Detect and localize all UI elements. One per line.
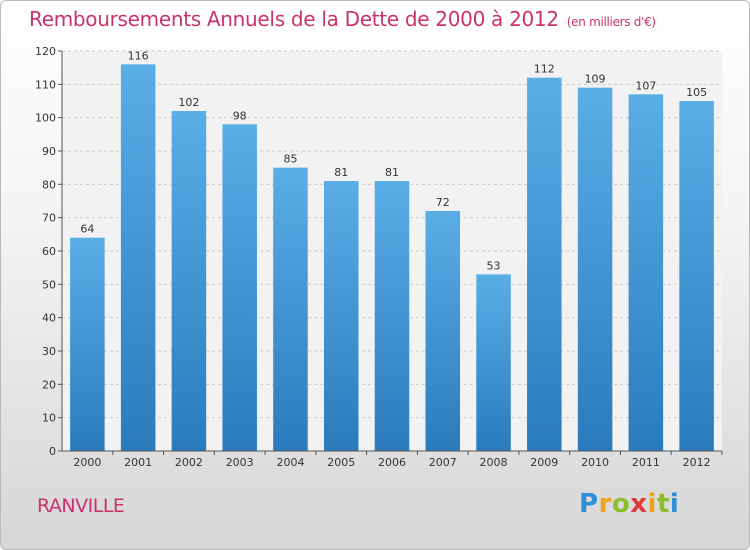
bar xyxy=(374,181,410,451)
bar xyxy=(70,237,105,451)
y-tick-label: 60 xyxy=(42,245,56,258)
logo-letter: t xyxy=(656,489,670,519)
y-tick-label: 70 xyxy=(42,212,56,225)
y-tick-label: 30 xyxy=(42,345,56,358)
bar xyxy=(628,94,664,451)
y-tick-label: 10 xyxy=(42,412,56,425)
chart-title: Remboursements Annuels de la Dette de 20… xyxy=(29,7,656,31)
y-tick-label: 0 xyxy=(49,445,56,458)
location-label: RANVILLE xyxy=(37,495,125,517)
x-tick-label: 2012 xyxy=(683,456,711,469)
y-tick-label: 50 xyxy=(42,278,56,291)
labels: 0 10 20 30 40 50 60 70 80 90 100 110 120 64 2000 116 200… xyxy=(35,45,711,469)
bar xyxy=(171,111,207,451)
bar xyxy=(577,87,613,452)
bar xyxy=(222,124,257,451)
y-tick-label: 100 xyxy=(35,112,56,125)
logo-letter: o xyxy=(611,489,631,519)
bar-value-label: 85 xyxy=(283,153,297,166)
bar xyxy=(679,101,714,451)
bar-value-label: 81 xyxy=(334,166,348,179)
bar-value-label: 72 xyxy=(436,196,450,209)
chart-title-text: Remboursements Annuels de la Dette de 20… xyxy=(29,7,559,31)
bar-value-label: 105 xyxy=(686,86,707,99)
x-tick-label: 2009 xyxy=(530,456,558,469)
bar-value-label: 64 xyxy=(80,223,94,236)
bar-value-label: 98 xyxy=(233,109,247,122)
bar-value-label: 102 xyxy=(178,96,199,109)
x-tick-label: 2011 xyxy=(632,456,660,469)
bar xyxy=(527,77,562,452)
x-tick-label: 2006 xyxy=(378,456,406,469)
bar xyxy=(476,274,511,451)
bar xyxy=(273,167,308,451)
y-tick-label: 90 xyxy=(42,145,56,158)
axes xyxy=(58,50,723,455)
y-tick-label: 40 xyxy=(42,312,56,325)
bar-value-label: 116 xyxy=(128,49,149,62)
logo-letter: r xyxy=(598,489,612,519)
bar-value-label: 53 xyxy=(487,259,501,272)
logo-letter: x xyxy=(630,489,648,519)
x-tick-label: 2008 xyxy=(480,456,508,469)
logo-letter: i xyxy=(669,489,680,519)
y-tick-label: 20 xyxy=(42,378,56,391)
bar xyxy=(120,64,156,452)
x-tick-label: 2007 xyxy=(429,456,457,469)
bar-value-label: 109 xyxy=(585,73,606,86)
x-tick-label: 2002 xyxy=(175,456,203,469)
bar xyxy=(323,181,359,451)
x-tick-label: 2004 xyxy=(276,456,304,469)
chart-subtitle: (en milliers d'€) xyxy=(566,15,656,29)
logo-letter: P xyxy=(579,489,599,519)
y-tick-label: 80 xyxy=(42,178,56,191)
x-tick-label: 2003 xyxy=(226,456,254,469)
x-tick-label: 2005 xyxy=(327,456,355,469)
x-tick-label: 2010 xyxy=(581,456,609,469)
bar xyxy=(425,211,461,451)
y-tick-label: 110 xyxy=(35,78,56,91)
y-tick-label: 120 xyxy=(35,45,56,58)
x-tick-label: 2001 xyxy=(124,456,152,469)
bar-value-label: 81 xyxy=(385,166,399,179)
bars xyxy=(70,64,714,452)
bar-value-label: 112 xyxy=(534,63,555,76)
bar-value-label: 107 xyxy=(635,79,656,92)
proxiti-logo: Proxiti xyxy=(579,489,679,519)
x-tick-label: 2000 xyxy=(73,456,101,469)
logo-letter: i xyxy=(647,489,657,519)
